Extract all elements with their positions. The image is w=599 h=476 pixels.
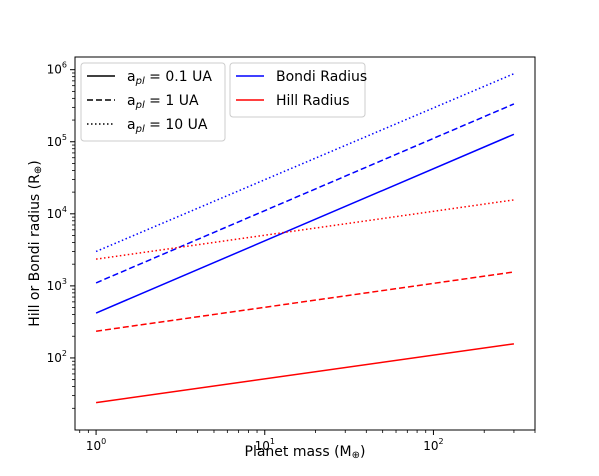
legend-radius-type: Bondi Radius Hill Radius: [229, 62, 367, 118]
y-tick-label: 103: [47, 277, 67, 293]
x-tick-label: 102: [423, 437, 443, 453]
x-tick-label: 101: [255, 437, 275, 453]
y-axis-label: Hill or Bondi radius (R⊕): [27, 160, 44, 326]
y-tick-label: 104: [47, 205, 67, 221]
legend-frame: [80, 62, 226, 142]
series-line-bondi-solid: [95, 133, 515, 314]
y-tick-label: 105: [47, 133, 67, 149]
legend-label: Bondi Radius: [276, 69, 367, 85]
legend-label: apl = 10 UA: [127, 117, 208, 135]
legend-orbit-distance: apl = 0.1 UA apl = 1 UA apl = 10 UA: [80, 62, 226, 142]
legend-label: apl = 1 UA: [127, 93, 199, 111]
x-tick-label: 100: [86, 437, 106, 453]
y-axis-ticks: 102 103 104 105 106: [47, 61, 75, 409]
legend-label: Hill Radius: [276, 93, 350, 109]
y-tick-label: 102: [47, 349, 67, 365]
x-axis-label: Planet mass (M⊕): [245, 444, 366, 461]
series-line-hill-solid: [95, 343, 515, 404]
legend-label: apl = 0.1 UA: [127, 69, 212, 87]
series-line-bondi-dashed: [95, 103, 515, 284]
series-line-hill-dashed: [95, 271, 515, 332]
y-tick-label: 106: [47, 61, 67, 77]
axes-frame: [74, 56, 536, 431]
plot-lines: [95, 72, 515, 404]
x-axis-ticks: 100 101 102: [79, 430, 536, 453]
